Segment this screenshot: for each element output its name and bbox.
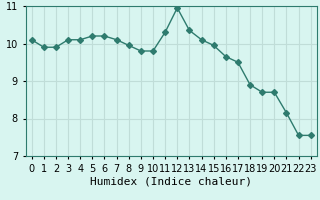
X-axis label: Humidex (Indice chaleur): Humidex (Indice chaleur): [90, 176, 252, 186]
